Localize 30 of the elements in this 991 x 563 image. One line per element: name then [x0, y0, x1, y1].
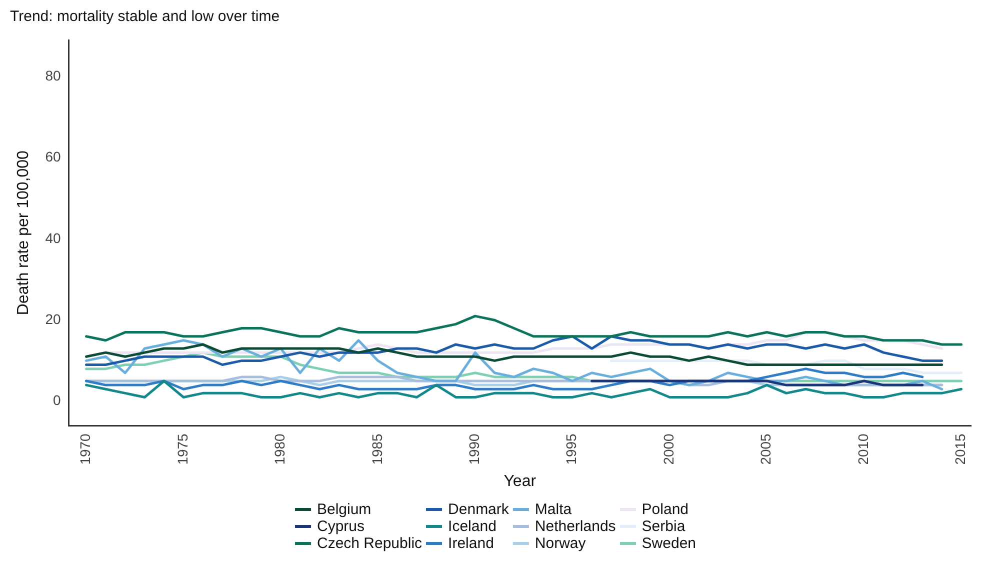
x-tick-label: 1990: [466, 433, 482, 465]
y-tick-label: 60: [45, 148, 61, 165]
x-tick-label: 2015: [952, 433, 968, 465]
x-tick-label: 2000: [660, 433, 676, 465]
x-tick-label: 1995: [563, 433, 580, 465]
chart-title: Trend: mortality stable and low over time: [10, 8, 280, 26]
legend-label: Belgium: [316, 501, 372, 518]
legend-label: Iceland: [448, 518, 496, 535]
y-tick-label: 20: [45, 310, 61, 327]
legend-label: Netherlands: [534, 518, 616, 535]
x-tick-label: 1985: [368, 433, 385, 465]
y-tick-label: 80: [45, 67, 61, 84]
legend-label: Serbia: [642, 518, 686, 535]
legend-label: Norway: [534, 535, 586, 552]
legend-label: Ireland: [448, 535, 494, 552]
x-tick-label: 1975: [174, 433, 190, 465]
y-axis-title: Death rate per 100,000: [15, 150, 32, 316]
x-tick-label: 1970: [77, 433, 94, 465]
x-axis-title: Year: [504, 472, 537, 490]
legend-label: Poland: [642, 501, 689, 518]
x-tick-label: 2010: [854, 433, 871, 465]
legend-label: Cyprus: [316, 518, 364, 535]
y-tick-label: 40: [45, 230, 61, 246]
legend-label: Denmark: [448, 501, 509, 518]
legend-label: Czech Republic: [316, 535, 422, 552]
x-tick-label: 2005: [758, 433, 774, 465]
legend-label: Malta: [534, 501, 572, 518]
legend-label: Sweden: [642, 535, 696, 552]
x-tick-label: 1980: [272, 433, 288, 465]
y-tick-label: 0: [52, 392, 61, 408]
